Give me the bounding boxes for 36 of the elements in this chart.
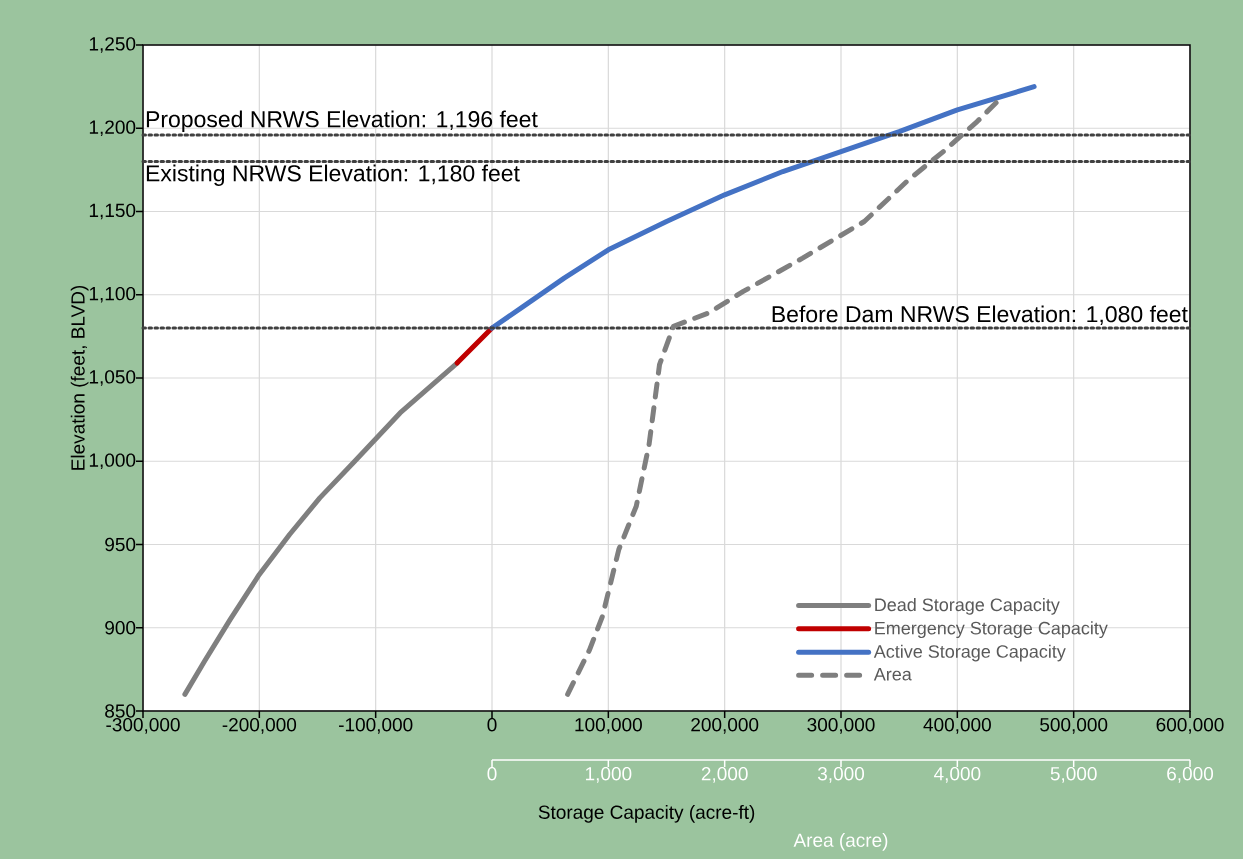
y-tick-label: 1,000 [89,453,136,470]
x2-tick-label: 4,000 [934,767,981,783]
y-tick-label: 1,200 [89,120,136,137]
legend-label: Emergency Storage Capacity [875,621,1108,639]
y-tick-label: 1,250 [89,37,136,53]
x-tick-label: -100,000 [339,718,413,734]
y-axis-title: Elevation (feet, BLVD) [70,285,89,470]
x2-tick-label: 1,000 [586,767,632,783]
x-tick-label: 0 [487,718,497,732]
ref-line-label: Before Dam NRWS Elevation: 1,080 feet [772,305,1188,326]
x-tick-label: -200,000 [222,718,297,734]
legend-label: Area [873,668,912,681]
x2-tick-label: 0 [487,767,497,781]
x-axis-title: Storage Capacity (acre-ft) [538,805,755,823]
x-tick-label: 600,000 [1156,718,1224,734]
x2-tick-label: 6,000 [1167,767,1214,783]
y-tick-label: 1,150 [89,203,136,220]
x-tick-label: 100,000 [575,718,642,734]
legend-label: Dead Storage Capacity [875,597,1060,615]
y-tick-label: 850 [105,704,136,718]
ref-line-label: Proposed NRWS Elevation: 1,196 feet [146,110,538,132]
x-tick-label: 500,000 [1040,718,1108,734]
y-tick-label: 1,050 [89,370,136,386]
y-tick-label: 1,100 [89,286,136,303]
y-tick-label: 950 [105,537,136,552]
x2-tick-label: 2,000 [701,767,748,783]
legend-label: Active Storage Capacity [873,644,1066,662]
x2-tick-label: 3,000 [817,767,865,783]
x-tick-label: 200,000 [691,718,759,734]
x2-tick-label: 5,000 [1050,767,1097,783]
y-tick-label: 900 [105,621,136,635]
ref-line-label: Existing NRWS Elevation: 1,180 feet [146,164,520,186]
x-tick-label: 400,000 [923,718,991,734]
x-tick-label: -300,000 [106,718,180,734]
x2-axis-title: Area (acre) [793,833,888,851]
x-tick-label: 300,000 [807,718,875,734]
